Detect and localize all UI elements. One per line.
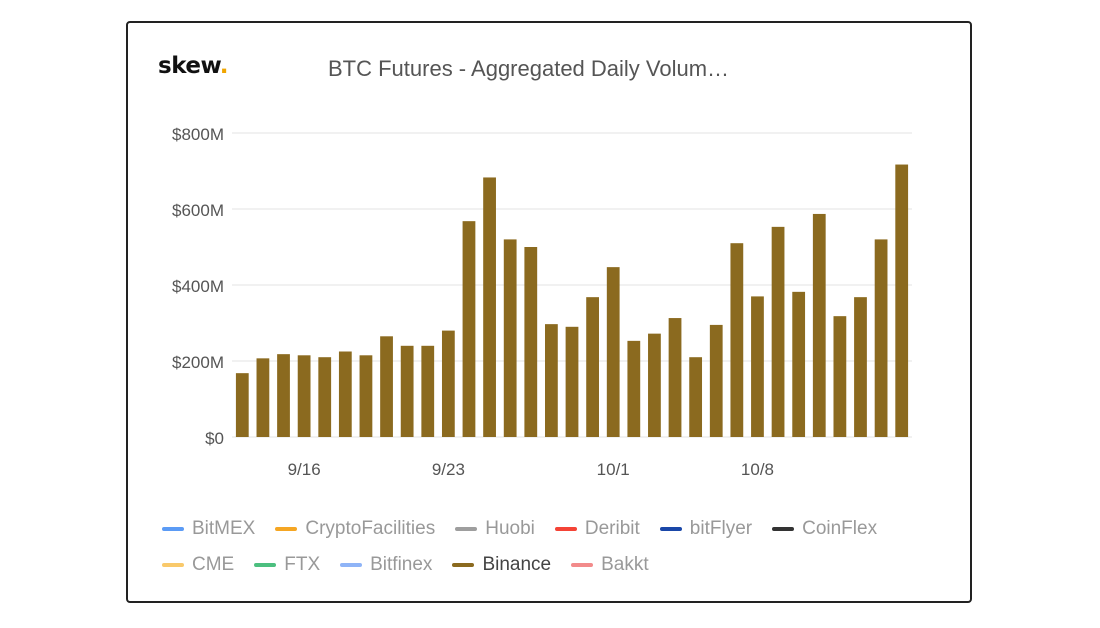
bar[interactable]	[235, 373, 249, 437]
legend-swatch-icon	[554, 527, 577, 531]
bar[interactable]	[545, 324, 558, 437]
skew-logo: skew.	[158, 53, 229, 79]
legend-label: Deribit	[584, 518, 640, 539]
legend-row: BitMEX CryptoFacilities Huobi Deribit bitFly…	[162, 511, 942, 547]
x-tick-label: 10/1	[597, 460, 630, 479]
bar[interactable]	[606, 267, 620, 437]
y-tick-label: $800M	[172, 125, 224, 144]
legend-swatch-icon	[772, 527, 795, 531]
legend-label: CryptoFacilities	[305, 518, 436, 539]
legend-label: Bitfinex	[370, 554, 433, 575]
bar[interactable]	[503, 239, 517, 437]
legend-item-cryptofacilities[interactable]: CryptoFacilities	[275, 518, 435, 540]
legend-item-bitmex[interactable]: BitMEX	[162, 518, 255, 540]
bar[interactable]	[812, 213, 826, 437]
legend-swatch-icon	[571, 563, 594, 567]
logo-text: skew	[158, 53, 220, 79]
x-tick-label: 9/23	[432, 460, 465, 479]
bar[interactable]	[709, 324, 723, 437]
bar[interactable]	[483, 177, 496, 437]
legend-swatch-icon	[162, 527, 184, 531]
bar[interactable]	[586, 297, 599, 437]
legend-item-deribit[interactable]: Deribit	[554, 518, 640, 540]
bar[interactable]	[689, 357, 703, 437]
chart-card: skew. BTC Futures - Aggregated Daily Vol…	[126, 21, 972, 603]
chart-legend: BitMEX CryptoFacilities Huobi Deribit bitFly…	[162, 511, 942, 583]
legend-label: FTX	[284, 554, 321, 575]
bar[interactable]	[277, 354, 290, 437]
legend-swatch-icon	[455, 527, 478, 531]
legend-label: Binance	[482, 554, 552, 575]
legend-swatch-icon	[275, 527, 298, 531]
bar[interactable]	[730, 243, 744, 437]
legend-swatch-icon	[452, 563, 475, 567]
legend-label: BitMEX	[192, 518, 256, 539]
legend-item-coinflex[interactable]: CoinFlex	[772, 518, 877, 540]
bar[interactable]	[833, 316, 847, 437]
legend-swatch-icon	[254, 563, 277, 567]
bar[interactable]	[792, 291, 806, 437]
bar[interactable]	[400, 345, 414, 437]
legend-item-cme[interactable]: CME	[162, 554, 234, 576]
y-tick-label: $200M	[172, 353, 224, 372]
legend-swatch-icon	[340, 563, 363, 567]
y-tick-label: $0	[205, 429, 224, 448]
y-tick-label: $600M	[172, 201, 224, 220]
legend-item-binance[interactable]: Binance	[452, 554, 551, 576]
bar[interactable]	[565, 326, 579, 437]
bar[interactable]	[421, 345, 435, 437]
bar[interactable]	[338, 351, 352, 438]
legend-item-ftx[interactable]: FTX	[254, 554, 320, 576]
bar[interactable]	[751, 296, 764, 437]
logo-dot: .	[219, 53, 229, 79]
x-tick-label: 9/16	[288, 460, 321, 479]
bar[interactable]	[854, 297, 867, 437]
legend-item-bitfinex[interactable]: Bitfinex	[340, 554, 432, 576]
bar[interactable]	[648, 333, 661, 437]
bar[interactable]	[359, 355, 373, 437]
legend-label: Huobi	[485, 518, 535, 539]
chart-title: BTC Futures - Aggregated Daily Volum…	[328, 56, 730, 81]
y-tick-label: $400M	[172, 277, 224, 296]
bar[interactable]	[441, 330, 455, 437]
legend-label: CoinFlex	[802, 518, 878, 539]
bar[interactable]	[524, 247, 538, 437]
bar[interactable]	[462, 221, 476, 437]
bar[interactable]	[297, 355, 311, 437]
bar[interactable]	[256, 358, 270, 437]
legend-item-bakkt[interactable]: Bakkt	[571, 554, 649, 576]
bar[interactable]	[771, 226, 785, 437]
legend-item-huobi[interactable]: Huobi	[455, 518, 535, 540]
legend-label: bitFlyer	[689, 518, 753, 539]
bar[interactable]	[668, 318, 682, 437]
legend-swatch-icon	[659, 527, 682, 531]
legend-swatch-icon	[162, 563, 184, 567]
bar[interactable]	[874, 239, 888, 437]
legend-item-bitflyer[interactable]: bitFlyer	[659, 518, 753, 540]
legend-label: CME	[192, 554, 235, 575]
bar[interactable]	[318, 357, 332, 437]
legend-row: CME FTX Bitfinex Binance Bakkt	[162, 547, 942, 583]
bar[interactable]	[895, 164, 909, 438]
x-tick-label: 10/8	[741, 460, 774, 479]
bar-chart: $0 $200M $400M $600M $800M 9/16 9/23 10/1 10/8	[172, 125, 912, 479]
legend-label: Bakkt	[601, 554, 649, 575]
bar[interactable]	[627, 340, 641, 437]
bar[interactable]	[380, 336, 393, 437]
